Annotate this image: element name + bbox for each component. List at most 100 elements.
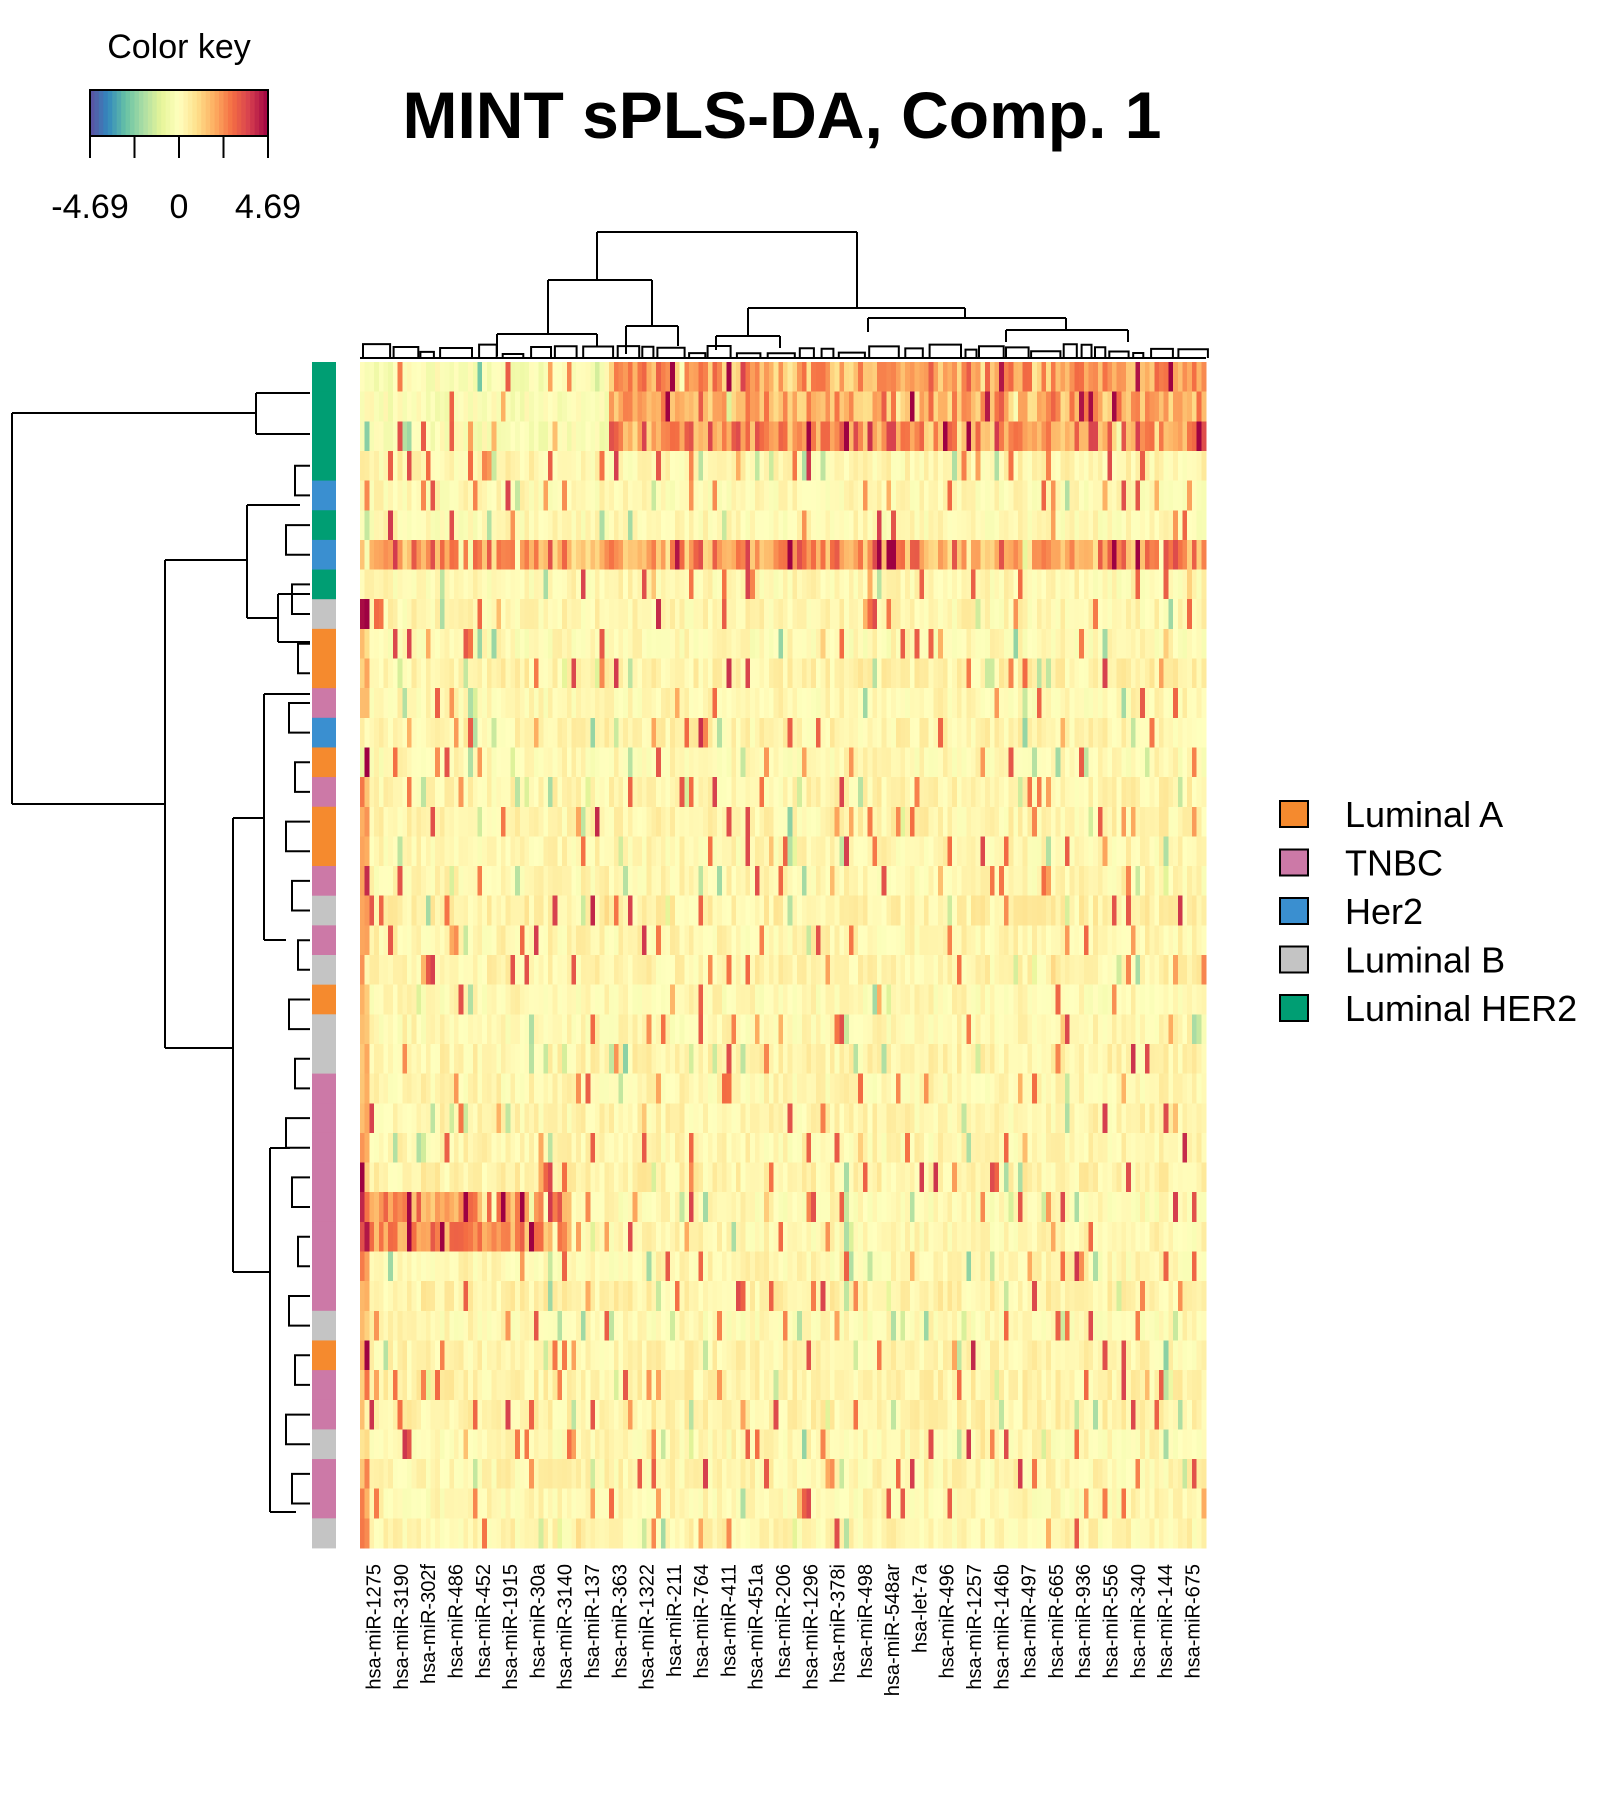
heatmap-cell [609,480,615,511]
heatmap-cell [665,688,671,719]
heatmap-cell [524,984,530,1015]
heatmap-cell [1116,450,1122,481]
heatmap-cell [909,391,915,422]
heatmap-cell [942,1043,948,1074]
heatmap-cell [684,569,690,600]
heatmap-cell [989,925,995,956]
heatmap-cell [486,806,492,837]
heatmap-cell [477,510,483,541]
heatmap-cell [858,1132,864,1163]
heatmap-cell [778,510,784,541]
heatmap-cell [576,510,582,541]
heatmap-cell [693,1132,699,1163]
heatmap-cell [1116,955,1122,986]
heatmap-cell [1093,717,1099,748]
heatmap-cell [562,539,568,570]
heatmap-cell [665,1103,671,1134]
heatmap-cell [674,866,680,897]
color-key-segment [134,90,140,136]
heatmap-cell [501,510,507,541]
heatmap-cell [486,984,492,1015]
heatmap-cell [1097,1132,1103,1163]
heatmap-cell [463,1132,469,1163]
heatmap-cell [740,688,746,719]
heatmap-cell [787,599,793,630]
heatmap-cell [971,628,977,659]
heatmap-cell [1116,836,1122,867]
heatmap-cell [721,925,727,956]
heatmap-cell [844,1103,850,1134]
heatmap-cell [853,480,859,511]
heatmap-cell [1083,866,1089,897]
heatmap-cell [768,895,774,926]
heatmap-cell [905,984,911,1015]
color-key-segment [179,90,185,136]
heatmap-cell [956,362,962,393]
heatmap-cell [721,421,727,452]
heatmap-cell [759,362,765,393]
heatmap-cell [613,569,619,600]
heatmap-cell [505,955,511,986]
heatmap-cell [895,539,901,570]
heatmap-cell [750,1132,756,1163]
heatmap-cell [627,747,633,778]
heatmap-cell [750,717,756,748]
heatmap-cell [1041,984,1047,1015]
heatmap-cell [595,836,601,867]
heatmap-cell [759,510,765,541]
heatmap-cell [566,1014,572,1045]
heatmap-cell [656,362,662,393]
heatmap-cell [566,984,572,1015]
heatmap-cell [971,1103,977,1134]
heatmap-cell [1135,569,1141,600]
heatmap-cell [679,539,685,570]
heatmap-cell [552,866,558,897]
heatmap-cell [1163,658,1169,689]
heatmap-cell [1102,717,1108,748]
heatmap-cell [1097,984,1103,1015]
heatmap-cell [1112,450,1118,481]
heatmap-cell [665,539,671,570]
heatmap-cell [660,421,666,452]
heatmap-cell [956,1103,962,1134]
heatmap-cell [1135,955,1141,986]
heatmap-cell [557,1073,563,1104]
heatmap-cell [515,717,521,748]
heatmap-cell [1130,747,1136,778]
heatmap-cell [839,450,845,481]
heatmap-cell [656,539,662,570]
heatmap-cell [919,688,925,719]
heatmap-cell [1187,836,1193,867]
heatmap-cell [501,984,507,1015]
sample-group-swatch [312,1459,336,1490]
heatmap-cell [369,569,375,600]
heatmap-cell [1008,1103,1014,1134]
sample-group-swatch [312,806,336,837]
heatmap-cell [1149,1132,1155,1163]
heatmap-cell [1018,510,1024,541]
heatmap-cell [519,391,525,422]
heatmap-cell [397,836,403,867]
heatmap-cell [392,362,398,393]
heatmap-cell [928,450,934,481]
heatmap-cell [806,1132,812,1163]
heatmap-cell [966,1014,972,1045]
heatmap-cell [1069,1014,1075,1045]
heatmap-cell [783,421,789,452]
heatmap-cell [374,895,380,926]
heatmap-cell [651,1103,657,1134]
heatmap-cell [768,569,774,600]
heatmap-cell [750,628,756,659]
heatmap-cell [942,984,948,1015]
heatmap-cell [1055,628,1061,659]
heatmap-cell [637,895,643,926]
heatmap-cell [670,895,676,926]
heatmap-cell [477,450,483,481]
heatmap-cell [768,925,774,956]
heatmap-cell [1187,510,1193,541]
heatmap-cell [900,688,906,719]
heatmap-cell [834,539,840,570]
color-key-segment [254,90,260,136]
heatmap-cell [933,450,939,481]
heatmap-cell [834,599,840,630]
